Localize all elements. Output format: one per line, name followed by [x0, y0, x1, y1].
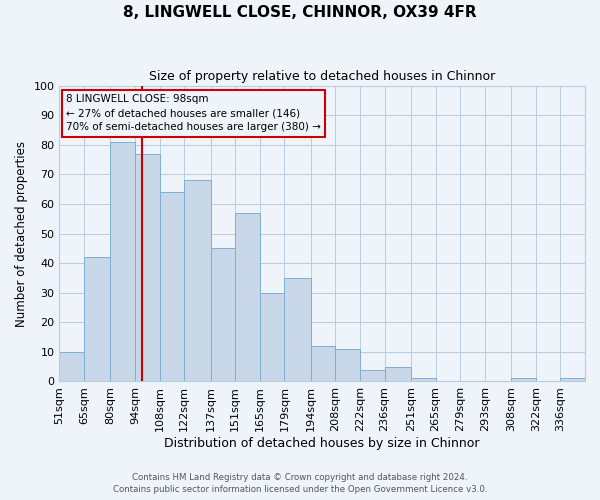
Bar: [184, 180, 211, 382]
Bar: [160, 192, 184, 382]
Bar: [211, 248, 235, 382]
Bar: [284, 278, 311, 382]
Text: 8, LINGWELL CLOSE, CHINNOR, OX39 4FR: 8, LINGWELL CLOSE, CHINNOR, OX39 4FR: [123, 5, 477, 20]
Bar: [59, 352, 84, 382]
Bar: [511, 378, 536, 382]
X-axis label: Distribution of detached houses by size in Chinnor: Distribution of detached houses by size …: [164, 437, 480, 450]
Bar: [560, 378, 585, 382]
Bar: [411, 378, 436, 382]
Bar: [335, 349, 360, 382]
Bar: [135, 154, 160, 382]
Bar: [385, 366, 411, 382]
Y-axis label: Number of detached properties: Number of detached properties: [15, 140, 28, 326]
Title: Size of property relative to detached houses in Chinnor: Size of property relative to detached ho…: [149, 70, 496, 83]
Text: Contains HM Land Registry data © Crown copyright and database right 2024.
Contai: Contains HM Land Registry data © Crown c…: [113, 473, 487, 494]
Text: 8 LINGWELL CLOSE: 98sqm
← 27% of detached houses are smaller (146)
70% of semi-d: 8 LINGWELL CLOSE: 98sqm ← 27% of detache…: [67, 94, 322, 132]
Bar: [311, 346, 335, 382]
Bar: [110, 142, 135, 382]
Bar: [235, 213, 260, 382]
Bar: [360, 370, 385, 382]
Bar: [84, 257, 110, 382]
Bar: [260, 292, 284, 382]
